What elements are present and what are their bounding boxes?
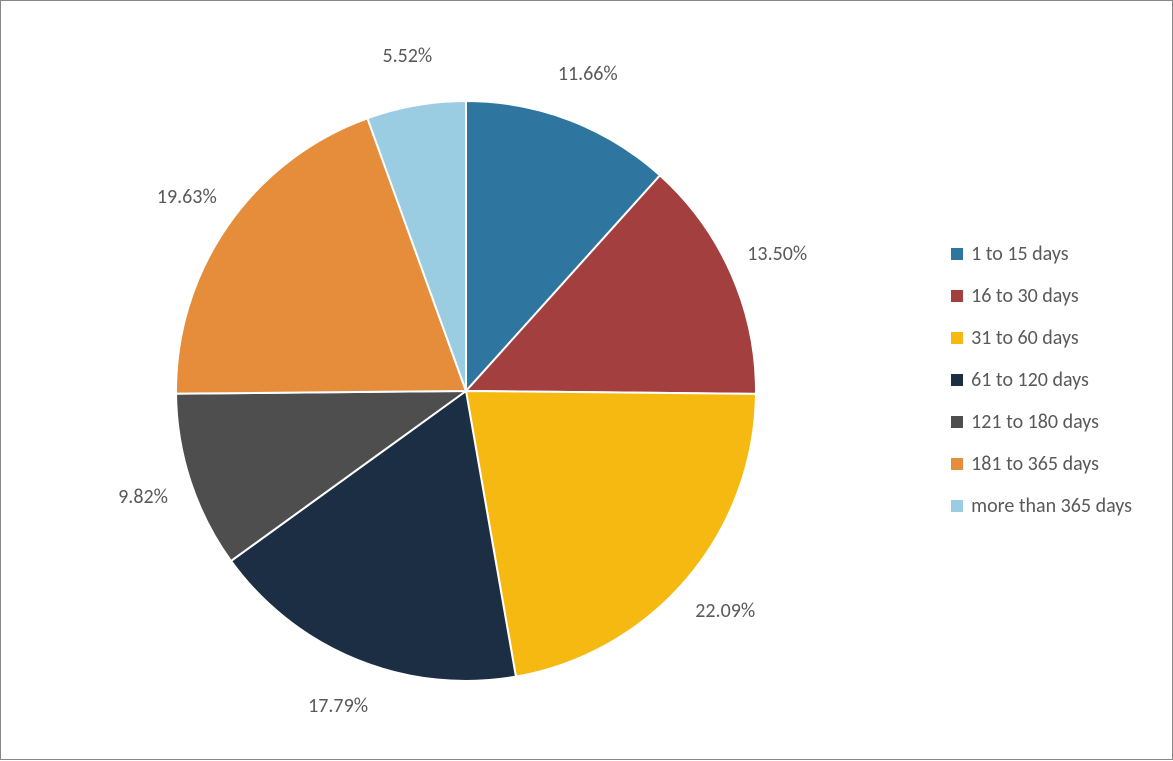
legend-swatch <box>951 332 963 344</box>
legend-item: more than 365 days <box>951 494 1132 518</box>
slice-label: 11.66% <box>558 62 618 86</box>
legend-item: 31 to 60 days <box>951 326 1132 350</box>
legend-swatch <box>951 248 963 260</box>
legend-swatch <box>951 500 963 512</box>
pie-slice <box>466 391 756 677</box>
legend-label: more than 365 days <box>971 494 1132 518</box>
legend-item: 181 to 365 days <box>951 452 1132 476</box>
legend-item: 1 to 15 days <box>951 242 1132 266</box>
legend-swatch <box>951 416 963 428</box>
slice-label: 5.52% <box>382 44 432 68</box>
legend-label: 181 to 365 days <box>971 452 1099 476</box>
legend-item: 61 to 120 days <box>951 368 1132 392</box>
legend-swatch <box>951 374 963 386</box>
legend-swatch <box>951 458 963 470</box>
legend-label: 61 to 120 days <box>971 368 1089 392</box>
legend-swatch <box>951 290 963 302</box>
slice-label: 9.82% <box>118 485 168 509</box>
legend-label: 31 to 60 days <box>971 326 1079 350</box>
legend-label: 16 to 30 days <box>971 284 1079 308</box>
legend-item: 121 to 180 days <box>951 410 1132 434</box>
legend-label: 1 to 15 days <box>971 242 1068 266</box>
chart-frame: 11.66% 13.50% 22.09% 17.79% 9.82% 19.63% 5.52%… <box>0 0 1173 760</box>
slice-label: 22.09% <box>695 599 755 623</box>
legend: 1 to 15 days 16 to 30 days 31 to 60 days 61… <box>951 242 1132 518</box>
legend-item: 16 to 30 days <box>951 284 1132 308</box>
slice-label: 19.63% <box>157 185 217 209</box>
legend-label: 121 to 180 days <box>971 410 1099 434</box>
slice-label: 13.50% <box>747 242 807 266</box>
slice-label: 17.79% <box>308 694 368 718</box>
